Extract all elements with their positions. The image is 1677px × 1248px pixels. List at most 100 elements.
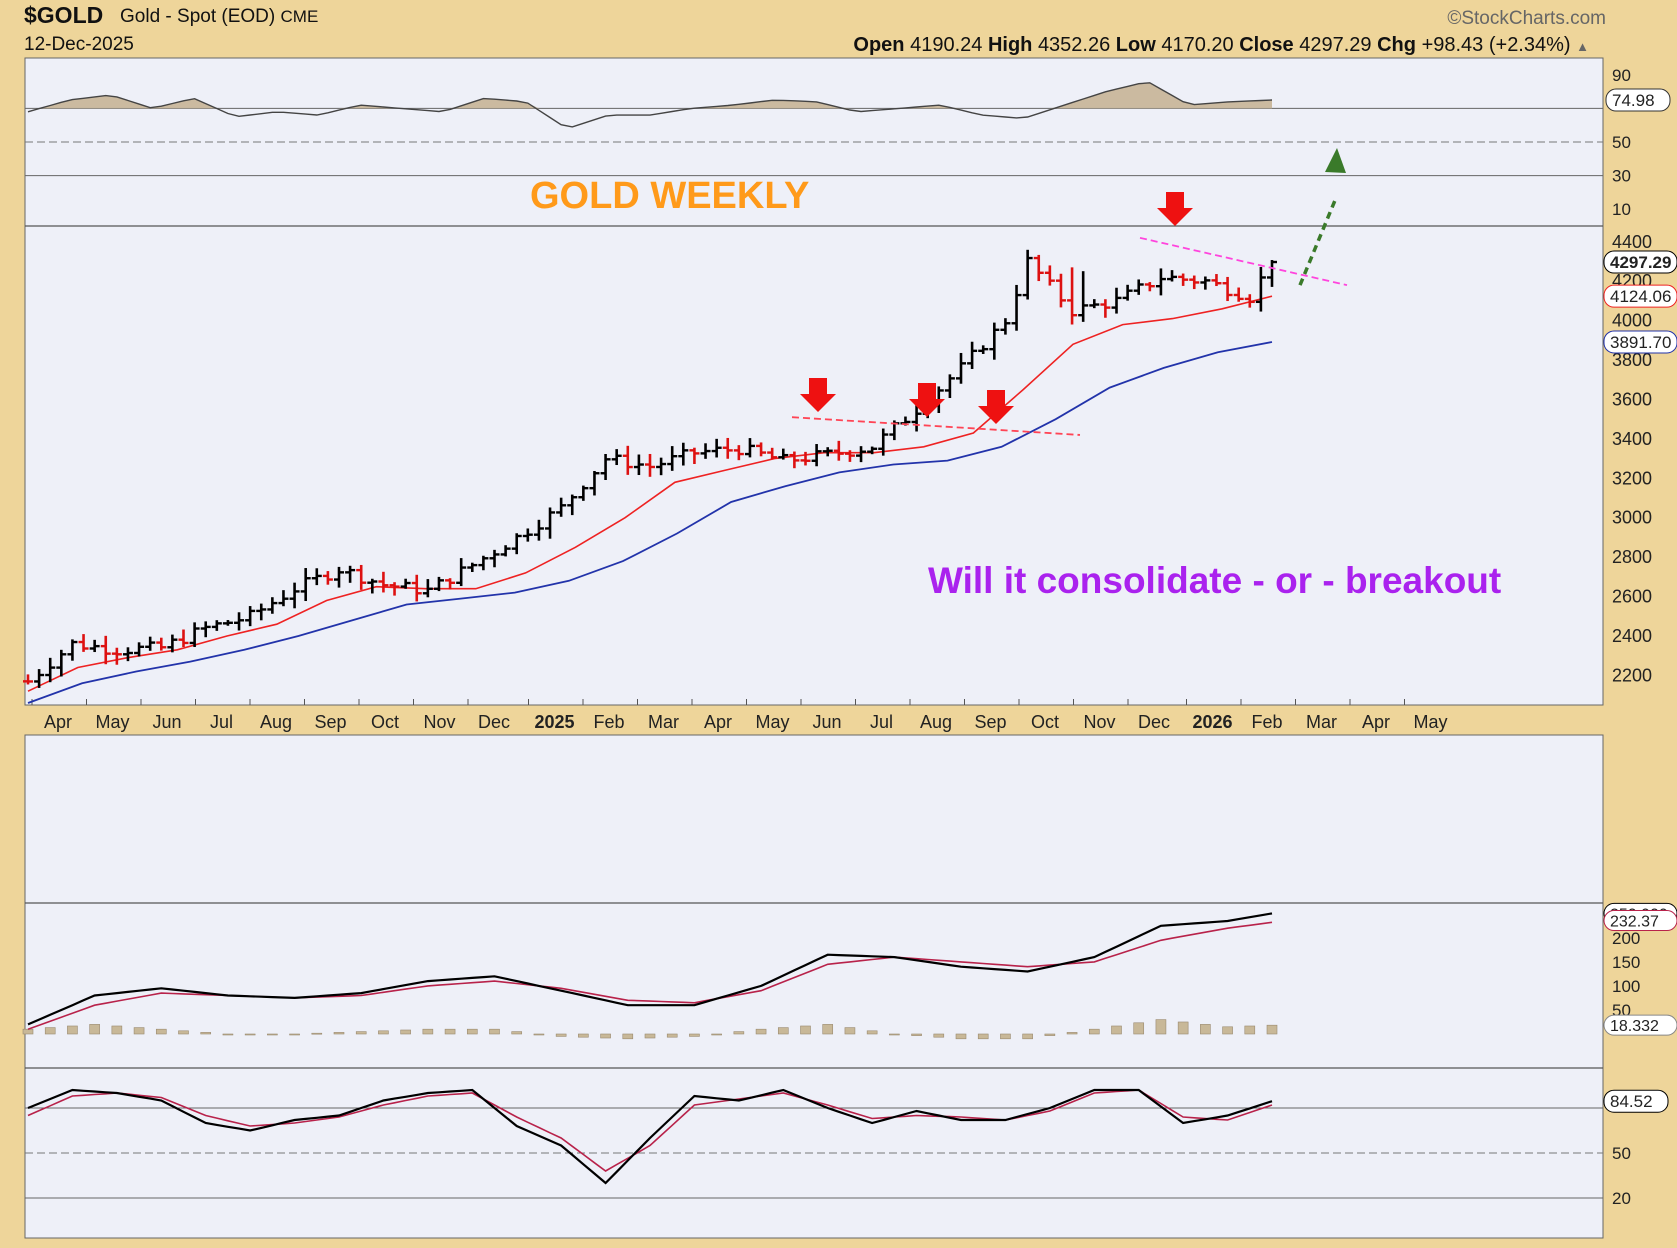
ohlc-bar — [756, 442, 767, 457]
low-label: Low — [1115, 34, 1156, 56]
ohlc-bar — [911, 405, 922, 432]
x-axis-tick-label: Oct — [371, 712, 399, 732]
price-axis-label: 2600 — [1612, 587, 1652, 607]
rsi-value-label: 74.98 — [1612, 91, 1655, 110]
macd-histogram-bar — [911, 1033, 922, 1036]
ohlc-bar — [356, 564, 367, 590]
ohlc-bar — [1000, 318, 1011, 335]
price-axis-label: 3200 — [1612, 468, 1652, 488]
ohlc-bar — [645, 453, 655, 477]
macd-histogram-bar — [267, 1033, 278, 1036]
ohlc-bar — [467, 562, 478, 572]
macd-histogram-bar — [689, 1033, 700, 1037]
ohlc-bar — [1011, 284, 1022, 331]
ohlc-bar — [1189, 275, 1200, 290]
price-axis-label: 2800 — [1612, 547, 1652, 567]
x-axis-tick-label: Mar — [1306, 712, 1337, 732]
ohlc-bar — [311, 568, 322, 586]
macd-histogram-bar — [555, 1033, 567, 1037]
macd-histogram-bar — [200, 1032, 212, 1035]
macd-axis-label: 150 — [1612, 953, 1640, 972]
ohlc-bar — [111, 647, 122, 665]
ohlc-bar — [67, 639, 78, 661]
macd-histogram-bar — [244, 1033, 256, 1036]
x-axis-tick-label: May — [1413, 712, 1447, 732]
ohlc-bar — [389, 582, 400, 596]
macd-histogram-bar — [844, 1027, 856, 1035]
ohlc-bar — [744, 438, 755, 458]
price-axis-label: 2400 — [1612, 626, 1652, 646]
x-axis-tick-label: Sep — [974, 712, 1006, 732]
ohlc-bar — [245, 606, 256, 627]
ohlc-bar — [256, 603, 267, 621]
breakout-arrow-head — [1325, 148, 1346, 173]
price-axis-label: 3800 — [1612, 350, 1652, 370]
ohlc-bar — [189, 622, 200, 648]
macd-histogram-bar — [355, 1031, 367, 1035]
macd-histogram-bar — [733, 1031, 745, 1035]
ohlc-bar — [23, 674, 33, 685]
macd-histogram-bar — [333, 1032, 345, 1035]
ohlc-bar — [1211, 274, 1222, 287]
stoch-d-line — [27, 1089, 1273, 1172]
macd-histogram-bar — [1000, 1033, 1011, 1040]
ohlc-readout: Open 4190.24 High 4352.26 Low 4170.20 Cl… — [853, 34, 1589, 57]
macd-histogram-bar — [622, 1033, 634, 1040]
ohlc-bar — [1033, 254, 1044, 282]
x-axis-tick-label: Jul — [210, 712, 233, 732]
price-tag-label: 4297.29 — [1610, 253, 1671, 272]
copyright: ©StockCharts.com — [1447, 8, 1606, 29]
ohlc-bar — [1022, 249, 1033, 300]
ohlc-bar — [411, 574, 422, 602]
macd-histogram-bar — [666, 1033, 678, 1038]
ohlc-bar — [589, 471, 600, 496]
price-tag — [1603, 330, 1677, 354]
ohlc-bar — [1100, 299, 1111, 318]
macd-histogram-bar — [489, 1028, 500, 1035]
down-arrow-icon — [800, 378, 836, 412]
chg-value: +98.43 (+2.34%) — [1421, 34, 1571, 56]
ohlc-bar — [500, 545, 511, 557]
ohlc-bar — [278, 590, 289, 607]
macd-histogram-bar — [1111, 1025, 1122, 1035]
ohlc-bar — [34, 669, 45, 688]
ohlc-bar — [1267, 260, 1277, 287]
ohlc-bar — [145, 636, 156, 651]
x-axis-tick-label: Dec — [1138, 712, 1170, 732]
open-value: 4190.24 — [910, 34, 983, 56]
macd-line — [27, 912, 1273, 1026]
macd-histogram-bar — [311, 1032, 323, 1035]
ohlc-bar — [200, 621, 211, 638]
low-value: 4170.20 — [1161, 34, 1234, 56]
x-axis-tick-label: Apr — [44, 712, 72, 732]
close-label: Close — [1239, 34, 1294, 56]
price-tag-label: 3891.70 — [1610, 333, 1671, 352]
high-value: 4352.26 — [1037, 34, 1111, 56]
ohlc-bar — [322, 571, 333, 585]
stoch-value-label: 84.52 — [1610, 1092, 1653, 1111]
ohlc-bar — [611, 449, 622, 466]
indicator-panel-bg — [24, 734, 1604, 1239]
price-axis-label: 4400 — [1612, 232, 1652, 252]
x-axis-tick-label: Dec — [478, 712, 510, 732]
macd-histogram-bar — [511, 1031, 523, 1035]
macd-histogram-bar — [1044, 1033, 1056, 1036]
x-axis-tick-label: Nov — [1083, 712, 1115, 732]
ohlc-bar — [134, 642, 145, 657]
macd-histogram-bar — [22, 1028, 34, 1035]
ohlc-bar — [222, 620, 233, 626]
macd-value-label: 232.37 — [1610, 914, 1659, 931]
ohlc-bar — [944, 374, 955, 398]
macd-histogram-bar — [933, 1033, 945, 1038]
ohlc-bar — [833, 440, 844, 461]
ohlc-bar — [767, 447, 778, 460]
price-tag — [1603, 284, 1677, 308]
ohlc-bar — [545, 507, 556, 539]
down-arrow-icon — [978, 390, 1014, 424]
rsi-axis-label: 90 — [1612, 66, 1631, 85]
ohlc-bar — [156, 637, 167, 651]
down-arrow-icon — [909, 383, 945, 417]
close-value: 4297.29 — [1299, 34, 1372, 56]
rsi-axis-label: 30 — [1612, 167, 1631, 186]
macd-histogram-bar — [1266, 1024, 1278, 1035]
